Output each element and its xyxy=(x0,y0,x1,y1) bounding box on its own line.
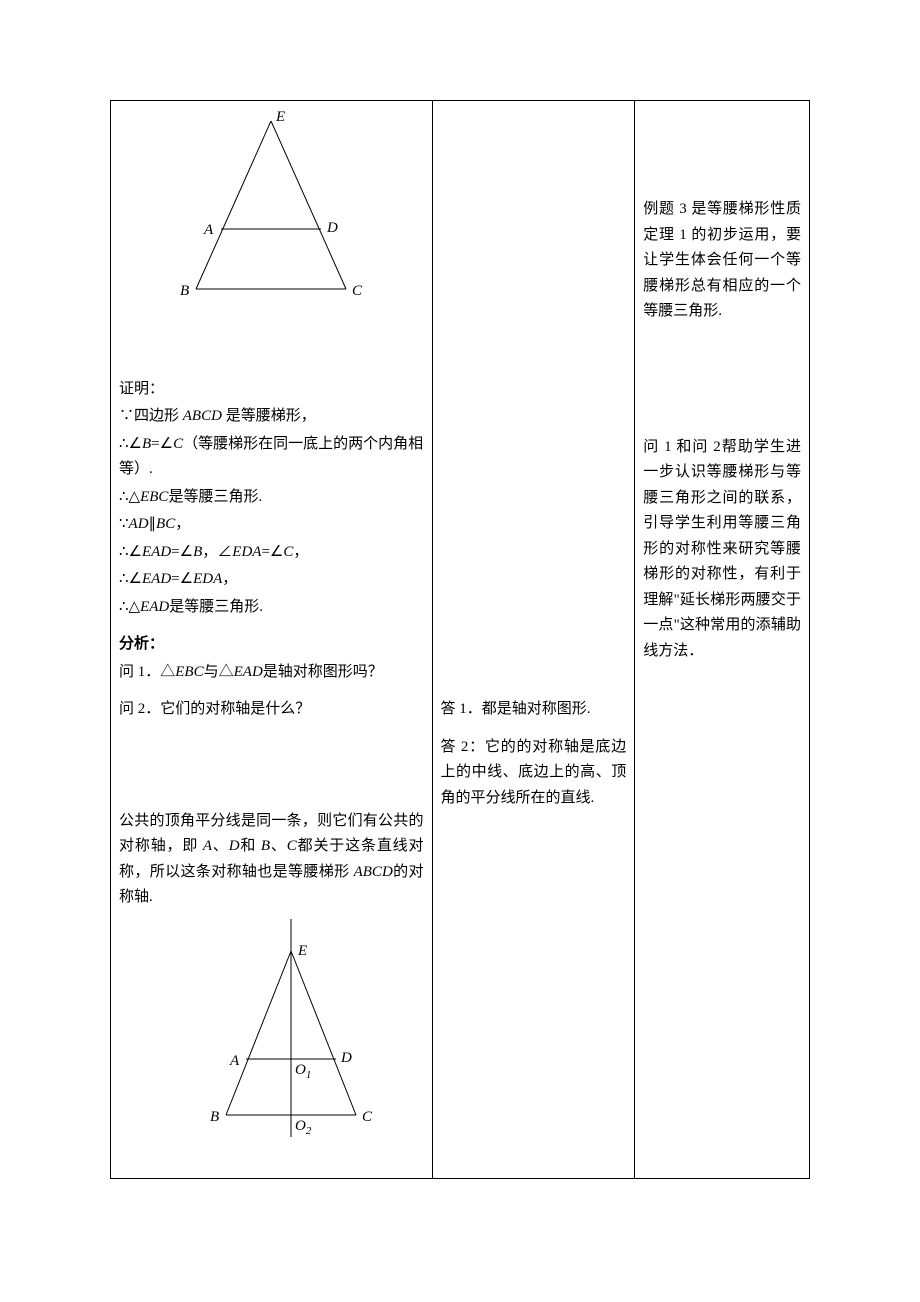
t: 是等腰梯形， xyxy=(226,408,316,424)
t: 、 xyxy=(270,838,287,854)
t: EBC xyxy=(140,489,168,505)
page: E A D B C 证明： ∵四边形 ABCD 是等腰梯形， xyxy=(0,0,920,1239)
t: EDA xyxy=(232,544,261,560)
t: ， xyxy=(293,544,308,560)
proof-line-6: ∴∠EAD=∠EDA， xyxy=(119,567,424,593)
t: =∠ xyxy=(261,544,283,560)
t: 是轴对称图形吗？ xyxy=(263,664,383,680)
t: ABCD xyxy=(354,864,393,880)
proof-line-1: ∵四边形 ABCD 是等腰梯形， xyxy=(119,404,424,430)
label-D: D xyxy=(340,1050,352,1066)
t: 与△ xyxy=(204,664,234,680)
t: EBC xyxy=(175,664,203,680)
analysis-heading: 分析： xyxy=(119,632,424,658)
t: EAD xyxy=(142,571,171,587)
t: 是等腰三角形. xyxy=(168,489,262,505)
label-O1: O1 xyxy=(295,1062,311,1081)
t: ∥ xyxy=(149,516,157,532)
t: =∠ xyxy=(171,544,193,560)
figure-1-svg: E A D B C xyxy=(136,111,406,321)
question-2: 问 2．它们的对称轴是什么？ xyxy=(119,697,424,723)
left-cell: E A D B C 证明： ∵四边形 ABCD 是等腰梯形， xyxy=(111,101,433,1179)
t: ，∠ xyxy=(202,544,232,560)
t: C xyxy=(173,436,183,452)
t: ∴△ xyxy=(119,489,140,505)
t: =∠ xyxy=(151,436,173,452)
label-E: E xyxy=(275,111,285,125)
t: B xyxy=(261,838,270,854)
answer-1: 答 1．都是轴对称图形. xyxy=(441,697,627,723)
proof-heading: 证明： xyxy=(119,377,424,403)
t: BC xyxy=(156,516,175,532)
t: ， xyxy=(222,571,237,587)
answer-2: 答 2：它的的对称轴是底边上的中线、底边上的高、顶角的平分线所在的直线. xyxy=(441,735,627,812)
t: 是等腰三角形. xyxy=(169,599,263,615)
label-O2: O2 xyxy=(295,1118,312,1137)
right-cell: 例题 3 是等腰梯形性质定理 1 的初步运用，要让学生体会任何一个等腰梯形总有相… xyxy=(635,101,810,1179)
t: C xyxy=(283,544,293,560)
proof-line-7: ∴△EAD是等腰三角形. xyxy=(119,595,424,621)
figure-1: E A D B C xyxy=(119,111,424,331)
label-B: B xyxy=(210,1109,219,1125)
t: ∵四边形 xyxy=(119,408,179,424)
t: A xyxy=(203,838,212,854)
t: 和 xyxy=(240,838,257,854)
t: C xyxy=(287,838,297,854)
t: ∴∠ xyxy=(119,571,142,587)
proof-line-4: ∵AD∥BC， xyxy=(119,512,424,538)
figure-2: E A D B C O1 O2 xyxy=(119,915,424,1155)
proof-line-5: ∴∠EAD=∠B，∠EDA=∠C， xyxy=(119,540,424,566)
t: B xyxy=(193,544,202,560)
mid-cell: 答 1．都是轴对称图形. 答 2：它的的对称轴是底边上的中线、底边上的高、顶角的… xyxy=(432,101,635,1179)
main-table: E A D B C 证明： ∵四边形 ABCD 是等腰梯形， xyxy=(110,100,810,1179)
question-1: 问 1．△EBC与△EAD是轴对称图形吗？ xyxy=(119,660,424,686)
figure-2-svg: E A D B C O1 O2 xyxy=(136,915,406,1145)
proof-line-2: ∴∠B=∠C（等腰梯形在同一底上的两个内角相等）. xyxy=(119,432,424,483)
t: ABCD xyxy=(183,408,222,424)
t: EAD xyxy=(234,664,263,680)
label-A: A xyxy=(203,222,214,238)
note-2: 问 1 和问 2帮助学生进一步认识等腰梯形与等腰三角形之间的联系，引导学生利用等… xyxy=(643,435,801,665)
t: D xyxy=(229,838,240,854)
label-C: C xyxy=(352,283,363,299)
t: EAD xyxy=(140,599,169,615)
conclusion: 公共的顶角平分线是同一条，则它们有公共的对称轴，即 A、D和 B、C都关于这条直… xyxy=(119,809,424,911)
t: 、 xyxy=(212,838,229,854)
t: ∵ xyxy=(119,516,129,532)
t: ∴∠ xyxy=(119,436,142,452)
t: EAD xyxy=(142,544,171,560)
label-E: E xyxy=(297,943,307,959)
t: ∴∠ xyxy=(119,544,142,560)
label-C: C xyxy=(362,1109,373,1125)
t: B xyxy=(142,436,151,452)
label-B: B xyxy=(180,283,189,299)
note-1: 例题 3 是等腰梯形性质定理 1 的初步运用，要让学生体会任何一个等腰梯形总有相… xyxy=(643,197,801,325)
proof-line-3: ∴△EBC是等腰三角形. xyxy=(119,485,424,511)
label-A: A xyxy=(229,1053,240,1069)
label-D: D xyxy=(326,220,338,236)
t: AD xyxy=(129,516,149,532)
t: =∠ xyxy=(171,571,193,587)
t: 问 1．△ xyxy=(119,664,175,680)
t: EDA xyxy=(193,571,222,587)
t: ， xyxy=(175,516,190,532)
t: ∴△ xyxy=(119,599,140,615)
